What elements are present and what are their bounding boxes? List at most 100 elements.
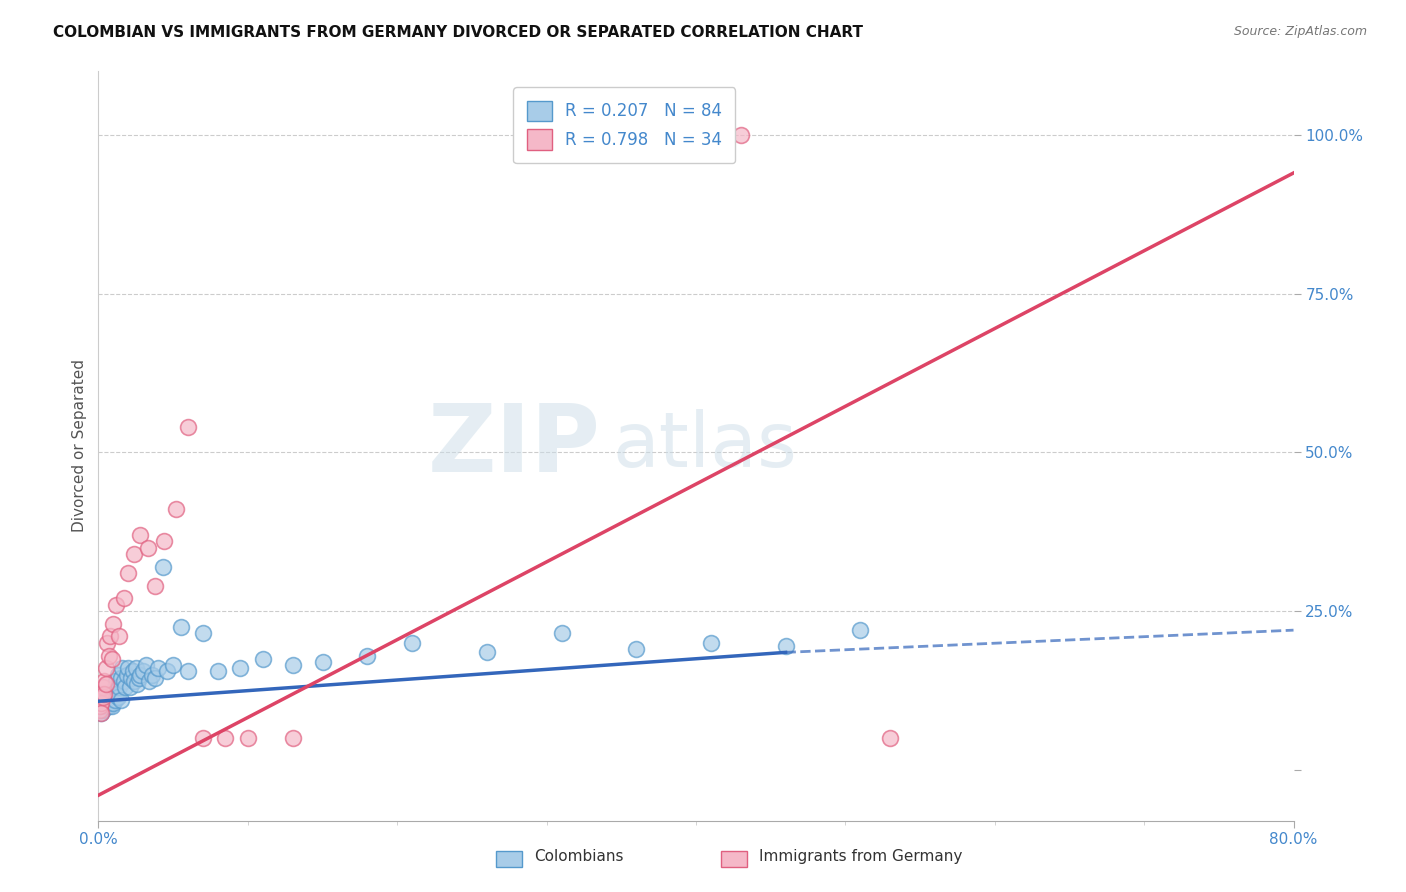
Point	[101, 690, 124, 704]
Point	[89, 693, 111, 707]
Point	[111, 661, 134, 675]
Point	[169, 620, 191, 634]
Point	[138, 673, 160, 688]
Point	[129, 528, 152, 542]
Point	[96, 696, 118, 710]
Point	[91, 699, 114, 714]
Point	[97, 648, 120, 663]
Point	[90, 702, 112, 716]
Point	[98, 693, 122, 707]
Point	[97, 690, 120, 704]
Point	[89, 687, 111, 701]
Point	[103, 616, 125, 631]
Point	[153, 534, 176, 549]
Point	[152, 559, 174, 574]
Point	[93, 690, 115, 704]
Point	[128, 671, 150, 685]
Point	[148, 661, 170, 675]
Point	[94, 693, 117, 707]
Point	[229, 661, 252, 675]
Point	[281, 658, 304, 673]
Text: atlas: atlas	[613, 409, 797, 483]
Point	[118, 681, 141, 695]
Point	[105, 598, 128, 612]
Point	[730, 128, 752, 142]
Point	[93, 696, 115, 710]
Point	[700, 636, 723, 650]
Point	[89, 696, 111, 710]
Point	[94, 677, 117, 691]
Point	[105, 673, 128, 688]
Point	[120, 671, 142, 685]
Point	[110, 693, 132, 707]
Point	[98, 687, 122, 701]
Point	[91, 702, 114, 716]
Point	[89, 699, 111, 714]
Point	[90, 706, 112, 720]
Point	[143, 671, 166, 685]
Point	[136, 541, 159, 555]
Point	[177, 420, 200, 434]
Point	[90, 693, 112, 707]
Point	[107, 690, 129, 704]
Text: Colombians: Colombians	[534, 849, 624, 863]
Point	[105, 687, 128, 701]
Point	[97, 699, 120, 714]
Point	[214, 731, 236, 745]
Point	[91, 693, 114, 707]
Point	[156, 665, 179, 679]
Point	[207, 665, 229, 679]
Point	[93, 673, 115, 688]
Point	[91, 696, 114, 710]
Point	[96, 699, 118, 714]
Point	[124, 547, 146, 561]
Point	[775, 639, 797, 653]
Point	[252, 651, 274, 665]
Point	[97, 693, 120, 707]
Point	[849, 623, 872, 637]
Point	[236, 731, 259, 745]
Point	[191, 731, 214, 745]
Point	[117, 566, 139, 580]
Point	[112, 673, 135, 688]
Text: COLOMBIAN VS IMMIGRANTS FROM GERMANY DIVORCED OR SEPARATED CORRELATION CHART: COLOMBIAN VS IMMIGRANTS FROM GERMANY DIV…	[53, 25, 863, 40]
Point	[103, 687, 125, 701]
Point	[550, 626, 572, 640]
Point	[475, 645, 498, 659]
Point	[107, 667, 129, 681]
Point	[311, 655, 333, 669]
Y-axis label: Divorced or Separated: Divorced or Separated	[72, 359, 87, 533]
Point	[93, 693, 115, 707]
Point	[94, 661, 117, 675]
Point	[117, 661, 139, 675]
Point	[91, 681, 114, 695]
Point	[90, 696, 112, 710]
Point	[89, 690, 111, 704]
Point	[165, 502, 187, 516]
Point	[101, 651, 124, 665]
Point	[89, 693, 111, 707]
Point	[108, 681, 131, 695]
Point	[90, 696, 112, 710]
Point	[94, 699, 117, 714]
Point	[110, 671, 132, 685]
Point	[191, 626, 214, 640]
Point	[127, 677, 149, 691]
Point	[98, 630, 122, 644]
Point	[879, 731, 901, 745]
Point	[143, 579, 166, 593]
Point	[104, 681, 127, 695]
Point	[91, 690, 114, 704]
Point	[401, 636, 423, 650]
Legend: R = 0.207   N = 84, R = 0.798   N = 34: R = 0.207 N = 84, R = 0.798 N = 34	[513, 87, 735, 163]
Point	[104, 693, 127, 707]
Point	[112, 591, 135, 606]
Point	[89, 702, 111, 716]
Point	[125, 661, 148, 675]
Point	[141, 667, 163, 681]
Point	[89, 702, 111, 716]
Point	[94, 696, 117, 710]
Point	[356, 648, 378, 663]
Point	[135, 658, 157, 673]
Point	[114, 681, 136, 695]
